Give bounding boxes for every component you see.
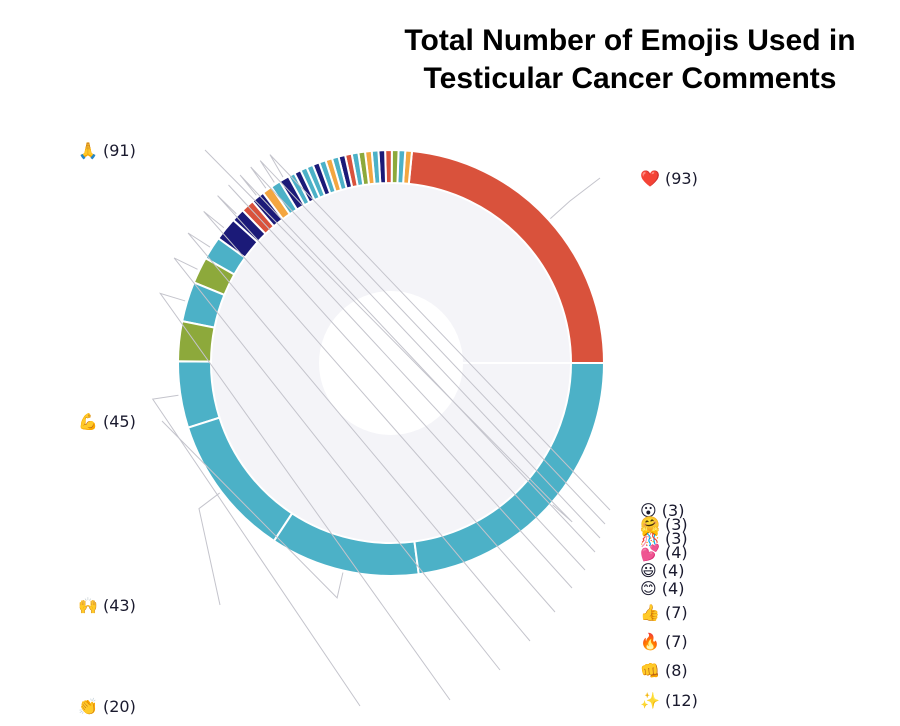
donut-slices (176, 148, 606, 577)
leader-line-21 (259, 160, 606, 525)
leader-line-33 (161, 420, 344, 599)
slice-label-27: 🔥 (7) (640, 632, 688, 651)
leader-line-27 (187, 232, 531, 642)
slice-label-24: 😃 (4) (640, 561, 684, 580)
leader-line-23 (239, 174, 596, 553)
slice-label-32: 🙌 (43) (78, 596, 136, 615)
slice-label-34: 🙏 (91) (78, 141, 136, 160)
slice-label-33: 💪 (45) (78, 412, 136, 431)
slice-label-25: 😊 (4) (640, 579, 684, 598)
leader-line-24 (228, 184, 586, 571)
leader-line-22 (250, 166, 601, 539)
slice-label-0: ❤️ (93) (640, 169, 698, 188)
leader-line-34 (204, 149, 573, 523)
leader-line-25 (217, 195, 573, 589)
chart-title-line-1: Total Number of Emojis Used in (404, 24, 856, 57)
leader-line-28 (173, 257, 501, 671)
slice-label-31: 👏 (20) (78, 697, 136, 716)
leader-line-26 (203, 210, 556, 613)
slice-label-20: 😮 (3) (640, 501, 684, 520)
leader-line-29 (159, 292, 451, 701)
slice-label-28: 👊 (8) (640, 661, 688, 680)
donut-slice-30[interactable] (176, 319, 216, 363)
leader-line-0 (550, 177, 601, 220)
donut-center-hole (319, 291, 463, 435)
slice-label-23: 💕 (4) (640, 543, 688, 562)
chart-title-line-2: Testicular Cancer Comments (423, 62, 837, 95)
slice-labels: ❤️ (93) 😮 (3)🤗 (3)🎊 (3)💕 (4)😃 (4)😊 (4) 👍 (… (78, 141, 698, 716)
slice-label-22: 🎊 (3) (640, 529, 688, 548)
leader-line-20 (269, 154, 611, 511)
leader-line-32 (198, 492, 221, 606)
slice-label-21: 🤗 (3) (640, 515, 688, 534)
slice-label-29: ✨ (12) (640, 691, 698, 710)
leader-lines (151, 149, 611, 707)
slice-label-26: 👍 (7) (640, 603, 688, 622)
leader-line-31 (151, 394, 361, 707)
chart-title: Total Number of Emojis Used in Testicula… (330, 22, 900, 98)
